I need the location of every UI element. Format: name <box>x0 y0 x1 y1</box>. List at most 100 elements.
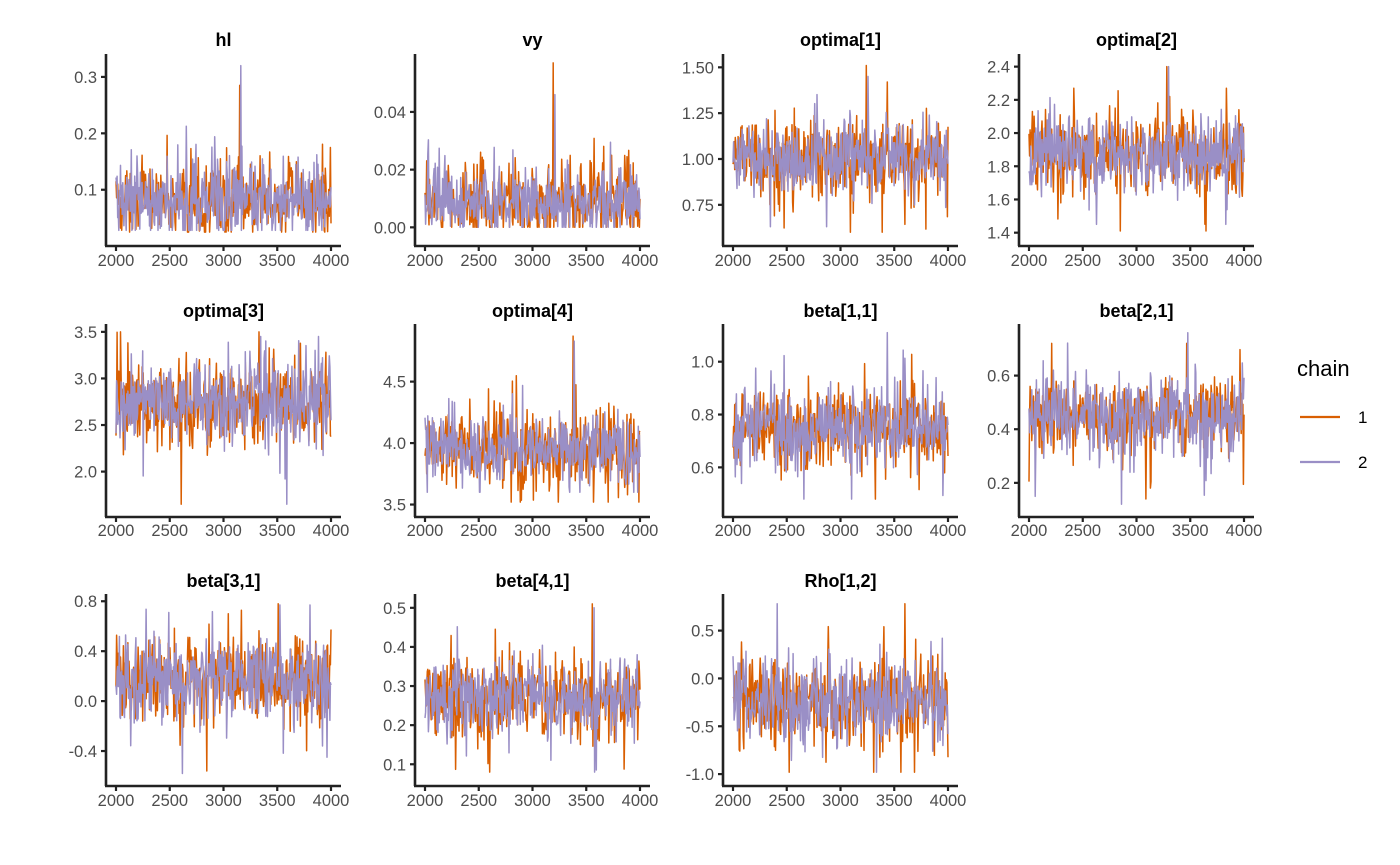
x-tick-label: 3000 <box>514 252 551 270</box>
x-tick-label: 2500 <box>460 792 497 810</box>
x-tick-label: 2000 <box>1011 522 1048 540</box>
y-tick-label: 0.02 <box>374 162 406 180</box>
y-tick-label: 0.75 <box>682 197 714 215</box>
x-tick-label: 2500 <box>460 252 497 270</box>
x-tick-label: 3000 <box>822 792 859 810</box>
panel-beta-4-1: beta[4,1] 0.1 0.2 0.3 0.4 0.5 2000 2500 3000 3500… <box>383 571 658 810</box>
y-tick-label: 0.8 <box>691 407 714 425</box>
trace-line-chain-2 <box>424 607 641 773</box>
x-tick-label: 3500 <box>568 522 605 540</box>
x-tick-label: 2500 <box>768 522 805 540</box>
y-tick-label: 0.1 <box>74 182 97 200</box>
y-tick-label: -0.5 <box>686 718 714 736</box>
trace-line-chain-2 <box>115 335 332 505</box>
x-tick-label: 2000 <box>98 252 135 270</box>
x-tick-label: 2000 <box>98 792 135 810</box>
x-tick-label: 2500 <box>1064 252 1101 270</box>
trace-line-chain-2 <box>115 604 332 775</box>
y-tick-label: 2.4 <box>987 59 1010 77</box>
legend-title: chain <box>1297 356 1350 381</box>
y-tick-label: 0.4 <box>383 639 406 657</box>
panel-beta-2-1: beta[2,1] 0.2 0.4 0.6 2000 2500 3000 3500 4000 <box>987 301 1262 540</box>
x-tick-label: 4000 <box>313 522 350 540</box>
panel-rho-1-2: Rho[1,2] -1.0 -0.5 0.0 0.5 2000 2500 3000 3500 40… <box>686 571 967 810</box>
legend-label-chain-1: 1 <box>1358 408 1367 427</box>
x-tick-label: 3500 <box>568 792 605 810</box>
x-tick-label: 2000 <box>98 522 135 540</box>
panel-vy: vy 0.00 0.02 0.04 2000 2500 3000 3500 4000 <box>374 30 658 270</box>
y-tick-label: 1.0 <box>691 354 714 372</box>
y-tick-label: 0.2 <box>383 717 406 735</box>
x-tick-label: 3500 <box>259 792 296 810</box>
panel-title-beta-3-1: beta[3,1] <box>186 571 260 591</box>
x-tick-label: 3500 <box>1172 252 1209 270</box>
x-tick-label: 2000 <box>715 792 752 810</box>
y-tick-label: 4.5 <box>383 374 406 392</box>
y-tick-label: 0.0 <box>691 670 714 688</box>
legend-label-chain-2: 2 <box>1358 453 1367 472</box>
trace-line-chain-2 <box>115 64 332 232</box>
x-tick-label: 2000 <box>407 252 444 270</box>
x-tick-label: 4000 <box>313 792 350 810</box>
panel-title-optima-4: optima[4] <box>492 301 573 321</box>
x-tick-label: 4000 <box>930 792 967 810</box>
panel-title-optima-1: optima[1] <box>800 30 881 50</box>
panel-title-rho-1-2: Rho[1,2] <box>805 571 877 591</box>
y-tick-label: 0.6 <box>987 368 1010 386</box>
x-tick-label: 3000 <box>514 522 551 540</box>
y-tick-label: 0.4 <box>987 421 1010 439</box>
y-tick-label: 0.3 <box>74 69 97 87</box>
x-tick-label: 3500 <box>876 252 913 270</box>
y-tick-label: 0.2 <box>987 475 1010 493</box>
panel-title-hl: hl <box>216 30 232 50</box>
y-tick-label: 1.4 <box>987 225 1010 243</box>
x-tick-label: 4000 <box>622 252 659 270</box>
x-tick-label: 2500 <box>151 252 188 270</box>
y-tick-label: 1.8 <box>987 158 1010 176</box>
panel-title-optima-3: optima[3] <box>183 301 264 321</box>
y-tick-label: 0.3 <box>383 678 406 696</box>
x-tick-label: 3500 <box>259 252 296 270</box>
x-tick-label: 2000 <box>407 522 444 540</box>
y-tick-label: 3.5 <box>74 324 97 342</box>
y-tick-label: 0.04 <box>374 104 406 122</box>
trace-line-chain-2 <box>732 75 949 228</box>
x-tick-label: 3500 <box>876 792 913 810</box>
panel-beta-1-1: beta[1,1] 0.6 0.8 1.0 2000 2500 3000 3500 4000 <box>691 301 966 540</box>
y-tick-label: 4.0 <box>383 435 406 453</box>
y-tick-label: 0.2 <box>74 125 97 143</box>
x-tick-label: 2000 <box>715 252 752 270</box>
x-tick-label: 2000 <box>715 522 752 540</box>
panel-beta-3-1: beta[3,1] -0.4 0.0 0.4 0.8 2000 2500 3000 3500 40… <box>69 571 350 810</box>
x-tick-label: 3000 <box>1118 522 1155 540</box>
panel-title-beta-2-1: beta[2,1] <box>1099 301 1173 321</box>
x-tick-label: 3000 <box>822 252 859 270</box>
y-tick-label: 0.00 <box>374 219 406 237</box>
y-tick-label: 0.6 <box>691 459 714 477</box>
x-tick-label: 4000 <box>1226 522 1263 540</box>
y-tick-label: -1.0 <box>686 766 714 784</box>
x-tick-label: 3000 <box>205 252 242 270</box>
x-tick-label: 4000 <box>622 792 659 810</box>
x-tick-label: 2500 <box>151 522 188 540</box>
trace-line-chain-1 <box>732 603 949 773</box>
panel-title-optima-2: optima[2] <box>1096 30 1177 50</box>
panel-optima-4: optima[4] 3.5 4.0 4.5 2000 2500 3000 3500 4000 <box>383 301 658 540</box>
trace-line-chain-2 <box>424 93 641 229</box>
y-tick-label: 1.00 <box>682 151 714 169</box>
x-tick-label: 2500 <box>1064 522 1101 540</box>
y-tick-label: 2.0 <box>987 125 1010 143</box>
chain-legend: chain 1 2 <box>1297 356 1367 472</box>
x-tick-label: 3000 <box>205 522 242 540</box>
y-tick-label: 0.4 <box>74 643 97 661</box>
y-tick-label: 0.0 <box>74 693 97 711</box>
y-tick-label: 2.5 <box>74 417 97 435</box>
y-tick-label: 1.50 <box>682 59 714 77</box>
x-tick-label: 2500 <box>768 792 805 810</box>
panel-optima-3: optima[3] 2.0 2.5 3.0 3.5 2000 2500 3000 3500 400… <box>74 301 349 540</box>
y-tick-label: 2.2 <box>987 92 1010 110</box>
trace-line-chain-2 <box>1028 65 1245 226</box>
trace-line-chain-2 <box>1028 331 1245 506</box>
panel-optima-1: optima[1] 0.75 1.00 1.25 1.50 2000 2500 3000 350… <box>682 30 966 270</box>
